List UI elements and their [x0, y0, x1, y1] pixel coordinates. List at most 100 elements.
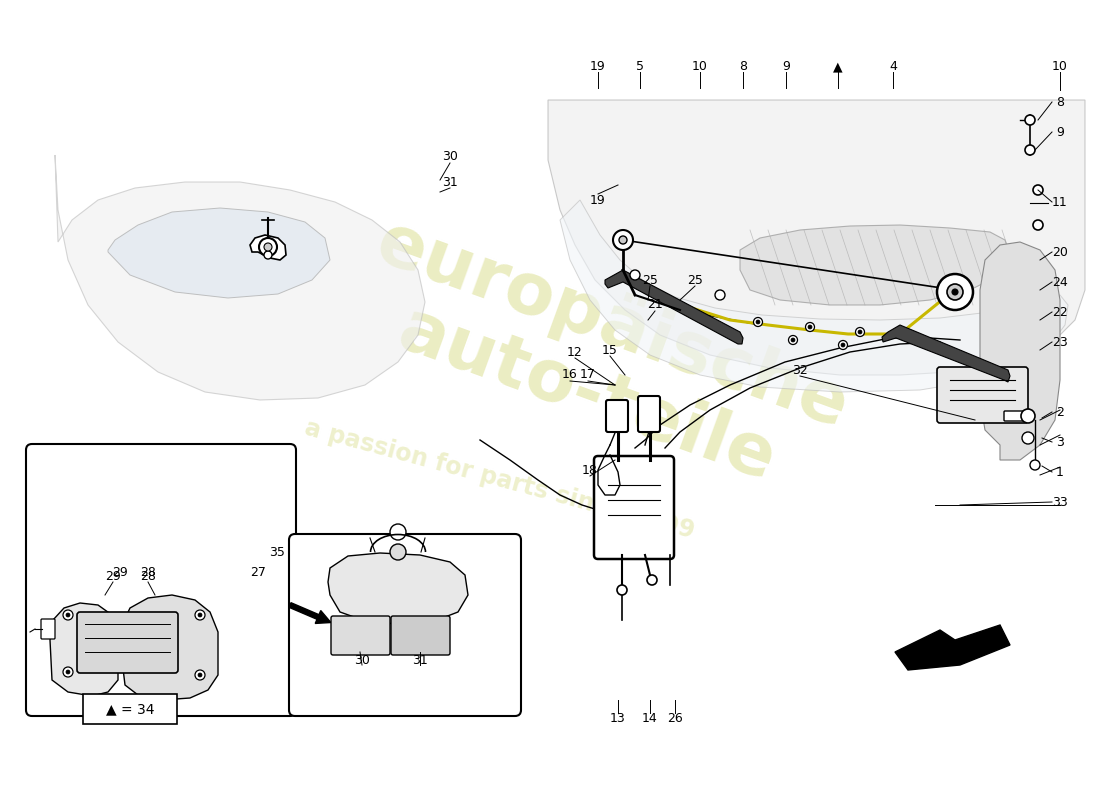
- Polygon shape: [560, 200, 1068, 392]
- Text: 29: 29: [106, 570, 121, 583]
- Text: 33: 33: [1052, 495, 1068, 509]
- Polygon shape: [895, 625, 1010, 670]
- Text: 4: 4: [889, 61, 896, 74]
- FancyBboxPatch shape: [82, 694, 177, 724]
- Text: 17: 17: [580, 369, 596, 382]
- Polygon shape: [548, 100, 1085, 375]
- Text: 32: 32: [792, 363, 807, 377]
- Circle shape: [808, 325, 812, 329]
- Circle shape: [805, 322, 814, 331]
- Circle shape: [789, 335, 797, 345]
- FancyBboxPatch shape: [390, 616, 450, 655]
- FancyBboxPatch shape: [41, 619, 55, 639]
- Text: 22: 22: [1052, 306, 1068, 318]
- Circle shape: [613, 230, 632, 250]
- Circle shape: [1021, 409, 1035, 423]
- Circle shape: [1022, 432, 1034, 444]
- FancyBboxPatch shape: [638, 396, 660, 432]
- Polygon shape: [250, 235, 286, 260]
- FancyBboxPatch shape: [77, 612, 178, 673]
- Circle shape: [842, 343, 845, 347]
- Text: 8: 8: [1056, 95, 1064, 109]
- Circle shape: [1030, 460, 1040, 470]
- FancyBboxPatch shape: [289, 534, 521, 716]
- Text: a passion for parts since 1999: a passion for parts since 1999: [302, 416, 697, 544]
- Circle shape: [952, 289, 958, 295]
- Text: 11: 11: [1052, 195, 1068, 209]
- Text: 19: 19: [590, 61, 606, 74]
- Circle shape: [264, 243, 272, 251]
- Circle shape: [66, 670, 70, 674]
- Circle shape: [195, 610, 205, 620]
- FancyArrow shape: [289, 602, 331, 623]
- FancyBboxPatch shape: [594, 456, 674, 559]
- Text: 24: 24: [1052, 275, 1068, 289]
- Circle shape: [63, 667, 73, 677]
- Circle shape: [756, 320, 760, 324]
- Circle shape: [1025, 145, 1035, 155]
- Text: 13: 13: [610, 711, 626, 725]
- Circle shape: [947, 284, 962, 300]
- Circle shape: [838, 341, 847, 350]
- Circle shape: [617, 585, 627, 595]
- Text: 21: 21: [647, 298, 663, 311]
- Polygon shape: [882, 325, 1010, 382]
- Circle shape: [715, 290, 725, 300]
- Text: 9: 9: [1056, 126, 1064, 138]
- Text: 31: 31: [412, 654, 428, 666]
- Text: ▲: ▲: [833, 61, 843, 74]
- Circle shape: [1033, 185, 1043, 195]
- Polygon shape: [740, 225, 1010, 305]
- Circle shape: [791, 338, 795, 342]
- Circle shape: [66, 613, 70, 617]
- Circle shape: [390, 524, 406, 540]
- Text: 14: 14: [642, 711, 658, 725]
- Circle shape: [858, 330, 862, 334]
- Text: ▲ = 34: ▲ = 34: [106, 702, 154, 716]
- Text: 30: 30: [354, 654, 370, 666]
- Text: 9: 9: [782, 61, 790, 74]
- Text: 3: 3: [1056, 435, 1064, 449]
- Circle shape: [63, 610, 73, 620]
- Text: 25: 25: [642, 274, 658, 286]
- Text: 5: 5: [636, 61, 644, 74]
- Text: 29: 29: [112, 566, 128, 578]
- Circle shape: [264, 251, 272, 259]
- Polygon shape: [50, 603, 118, 696]
- Text: 35: 35: [270, 546, 285, 558]
- Circle shape: [258, 238, 277, 256]
- FancyBboxPatch shape: [937, 367, 1028, 423]
- Circle shape: [1033, 220, 1043, 230]
- FancyBboxPatch shape: [26, 444, 296, 716]
- Polygon shape: [605, 270, 742, 344]
- Text: 19: 19: [590, 194, 606, 206]
- Text: 15: 15: [602, 343, 618, 357]
- Text: 8: 8: [739, 61, 747, 74]
- Text: 30: 30: [442, 150, 458, 163]
- Circle shape: [195, 670, 205, 680]
- Text: 26: 26: [667, 711, 683, 725]
- Circle shape: [390, 544, 406, 560]
- Circle shape: [630, 270, 640, 280]
- Text: 27: 27: [250, 566, 266, 578]
- Text: 16: 16: [562, 369, 578, 382]
- Text: 25: 25: [688, 274, 703, 286]
- Text: 1: 1: [1056, 466, 1064, 478]
- FancyBboxPatch shape: [331, 616, 390, 655]
- Polygon shape: [122, 595, 218, 700]
- Circle shape: [619, 236, 627, 244]
- Circle shape: [754, 318, 762, 326]
- Text: 28: 28: [140, 566, 156, 578]
- FancyBboxPatch shape: [606, 400, 628, 432]
- Text: 31: 31: [442, 175, 458, 189]
- FancyBboxPatch shape: [1004, 411, 1026, 421]
- Text: 18: 18: [582, 463, 598, 477]
- Text: 23: 23: [1052, 335, 1068, 349]
- Polygon shape: [55, 155, 425, 400]
- Text: 10: 10: [692, 61, 708, 74]
- Circle shape: [198, 613, 202, 617]
- Text: 2: 2: [1056, 406, 1064, 418]
- Text: 28: 28: [140, 570, 156, 583]
- Circle shape: [1025, 115, 1035, 125]
- Circle shape: [647, 575, 657, 585]
